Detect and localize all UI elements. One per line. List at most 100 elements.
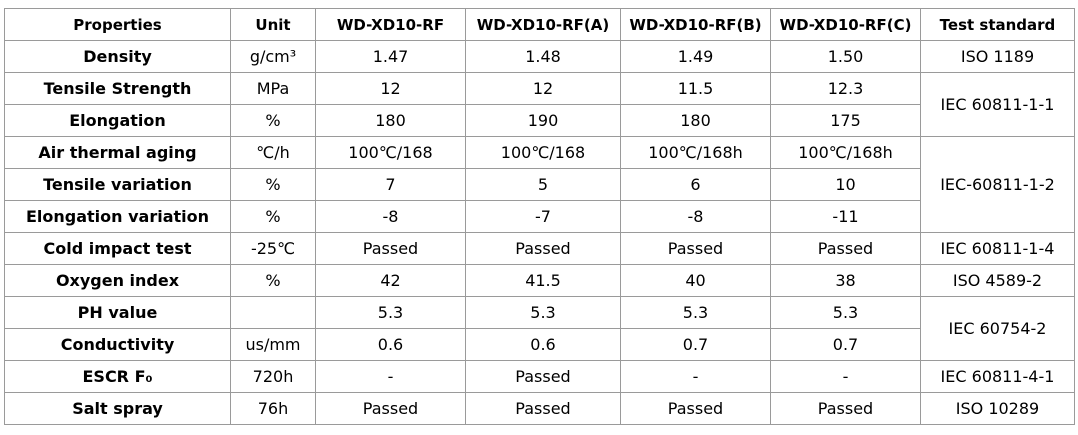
table-row: Tensile Strength MPa 12 12 11.5 12.3 IEC 60811…: [4, 72, 1075, 137]
value-cell: 0.6: [465, 328, 621, 361]
unit-cell: g/cm³: [230, 40, 316, 73]
table-row: PH value 5.3 5.3 5.3 5.3 IEC 60754-2: [4, 296, 1075, 361]
property-cell: Elongation variation: [4, 200, 231, 233]
table-row: Elongation variation% -8 -7 -8 -11: [4, 200, 1075, 233]
value-cell: Passed: [465, 360, 621, 393]
value-cell: 100℃/168: [465, 136, 621, 169]
value-cell: 12: [315, 72, 466, 105]
table-row: Elongation% 180 190 180 175: [4, 104, 1075, 137]
standard-cell: ISO 4589-2: [920, 264, 1075, 297]
value-cell: 175: [770, 104, 921, 137]
standard-cell: IEC 60811-1-4: [920, 232, 1075, 265]
standard-cell: ISO 1189: [920, 40, 1075, 73]
value-cell: -8: [620, 200, 771, 233]
table-body: Density g/cm³ 1.47 1.48 1.49 1.50 ISO 1189 Tens…: [4, 40, 1075, 425]
value-cell: -11: [770, 200, 921, 233]
value-cell: 38: [770, 264, 921, 297]
table-row: Conductivity us/mm 0.6 0.6 0.7 0.7: [4, 328, 1075, 361]
header-cell: WD-XD10-RF(A): [465, 8, 621, 41]
value-cell: Passed: [620, 232, 771, 265]
value-cell: 1.50: [770, 40, 921, 73]
value-cell: -: [315, 360, 466, 393]
value-cell: 0.7: [770, 328, 921, 361]
value-cell: 11.5: [620, 72, 771, 105]
table-row: Air thermal aging ℃/h 100℃/168 100℃/168 100℃…: [4, 136, 1075, 233]
value-cell: Passed: [770, 392, 921, 425]
value-cell: 5: [465, 168, 621, 201]
value-cell: 100℃/168h: [620, 136, 771, 169]
value-cell: Passed: [770, 232, 921, 265]
table-row: Cold impact test -25℃ Passed Passed Passed Pa…: [4, 232, 1075, 265]
value-cell: 5.3: [315, 296, 466, 329]
property-cell: ESCR F₀: [4, 360, 231, 393]
unit-cell: 720h: [230, 360, 316, 393]
value-cell: Passed: [465, 232, 621, 265]
value-cell: 42: [315, 264, 466, 297]
standard-cell: ISO 10289: [920, 392, 1075, 425]
standard-cell: IEC 60754-2: [920, 296, 1075, 361]
unit-cell: %: [230, 104, 316, 137]
property-cell: Salt spray: [4, 392, 231, 425]
value-cell: Passed: [465, 392, 621, 425]
standard-cell: IEC 60811-1-1: [920, 72, 1075, 137]
header-cell: Test standard: [920, 8, 1075, 41]
value-cell: 0.7: [620, 328, 771, 361]
value-cell: 5.3: [770, 296, 921, 329]
standard-cell: IEC-60811-1-2: [920, 136, 1075, 233]
property-cell: Tensile Strength: [4, 72, 231, 105]
property-cell: Elongation: [4, 104, 231, 137]
value-cell: 40: [620, 264, 771, 297]
unit-cell: 76h: [230, 392, 316, 425]
value-cell: 12.3: [770, 72, 921, 105]
header-cell: Unit: [230, 8, 316, 41]
value-cell: 5.3: [620, 296, 771, 329]
value-cell: 180: [315, 104, 466, 137]
value-cell: 6: [620, 168, 771, 201]
value-cell: 100℃/168h: [770, 136, 921, 169]
value-cell: -7: [465, 200, 621, 233]
table-row: Salt spray 76h Passed Passed Passed Passed ISO…: [4, 392, 1075, 425]
unit-cell: %: [230, 168, 316, 201]
value-cell: 180: [620, 104, 771, 137]
value-cell: -8: [315, 200, 466, 233]
value-cell: -: [770, 360, 921, 393]
standard-cell: IEC 60811-4-1: [920, 360, 1075, 393]
value-cell: 12: [465, 72, 621, 105]
table-row: Oxygen index% 42 41.5 40 38 ISO 4589-2: [4, 264, 1075, 297]
value-cell: 7: [315, 168, 466, 201]
value-cell: Passed: [315, 232, 466, 265]
unit-cell: ℃/h: [230, 136, 316, 169]
table-row: ESCR F₀ 720h - Passed - - IEC 60811-4-1: [4, 360, 1075, 393]
header-cell: WD-XD10-RF(C): [770, 8, 921, 41]
property-cell: Air thermal aging: [4, 136, 231, 169]
property-cell: Cold impact test: [4, 232, 231, 265]
unit-cell: [230, 296, 316, 329]
header-cell: WD-XD10-RF: [315, 8, 466, 41]
value-cell: -: [620, 360, 771, 393]
unit-cell: -25℃: [230, 232, 316, 265]
property-cell: Conductivity: [4, 328, 231, 361]
table-row: Tensile variation% 7 5 6 10: [4, 168, 1075, 201]
unit-cell: %: [230, 200, 316, 233]
header-cell: Properties: [4, 8, 231, 41]
unit-cell: %: [230, 264, 316, 297]
property-cell: PH value: [4, 296, 231, 329]
property-cell: Oxygen index: [4, 264, 231, 297]
unit-cell: MPa: [230, 72, 316, 105]
value-cell: Passed: [620, 392, 771, 425]
value-cell: 1.47: [315, 40, 466, 73]
value-cell: 100℃/168: [315, 136, 466, 169]
table-header: Properties Unit WD-XD10-RF WD-XD10-RF(A) WD-…: [4, 8, 1075, 41]
properties-table: Properties Unit WD-XD10-RF WD-XD10-RF(A) WD-…: [4, 8, 1075, 425]
value-cell: 0.6: [315, 328, 466, 361]
unit-cell: us/mm: [230, 328, 316, 361]
table-row: Density g/cm³ 1.47 1.48 1.49 1.50 ISO 1189: [4, 40, 1075, 73]
header-row: Properties Unit WD-XD10-RF WD-XD10-RF(A) WD-…: [4, 8, 1075, 41]
value-cell: 5.3: [465, 296, 621, 329]
property-cell: Density: [4, 40, 231, 73]
header-cell: WD-XD10-RF(B): [620, 8, 771, 41]
value-cell: 41.5: [465, 264, 621, 297]
property-cell: Tensile variation: [4, 168, 231, 201]
value-cell: 1.48: [465, 40, 621, 73]
